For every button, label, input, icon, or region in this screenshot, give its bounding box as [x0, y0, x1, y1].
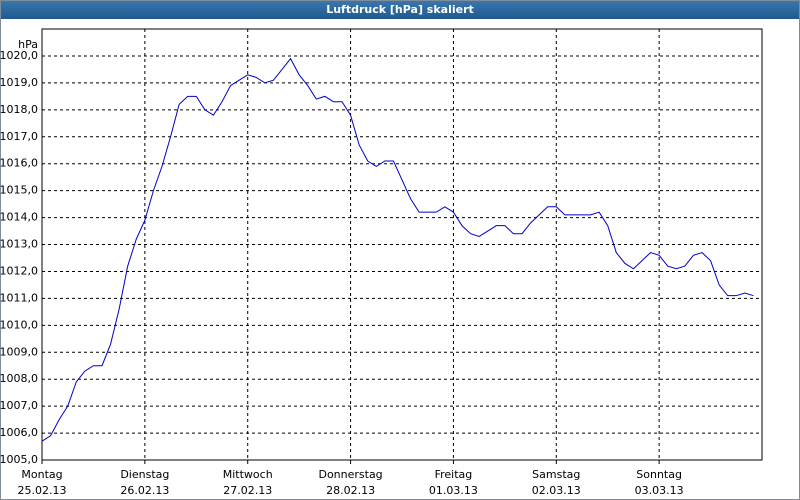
- y-tick-label: 1019,0: [0, 76, 38, 89]
- y-tick-label: 1017,0: [0, 130, 38, 143]
- chart-title: Luftdruck [hPa] skaliert: [326, 3, 474, 16]
- x-tick-label: Sonntag: [636, 468, 682, 481]
- x-tick-sublabel: 26.02.13: [120, 484, 169, 497]
- y-tick-label: 1014,0: [0, 211, 38, 224]
- title-bar: [0, 0, 800, 19]
- x-tick-label: Dienstag: [120, 468, 169, 481]
- x-tick-sublabel: 02.03.13: [532, 484, 581, 497]
- y-tick-label: 1006,0: [0, 426, 38, 439]
- x-tick-label: Freitag: [435, 468, 473, 481]
- x-tick-sublabel: 27.02.13: [223, 484, 272, 497]
- y-tick-label: 1011,0: [0, 291, 38, 304]
- y-tick-label: 1005,0: [0, 453, 38, 466]
- x-tick-label: Samstag: [532, 468, 580, 481]
- pressure-line: [41, 57, 754, 442]
- x-tick-label: Montag: [21, 468, 62, 481]
- plot-frame: [41, 28, 763, 461]
- x-tick-label: Donnerstag: [318, 468, 382, 481]
- y-tick-label: 1010,0: [0, 318, 38, 331]
- y-tick-label: 1007,0: [0, 399, 38, 412]
- y-tick-label: 1015,0: [0, 184, 38, 197]
- y-tick-label: 1016,0: [0, 157, 38, 170]
- y-tick-label: 1008,0: [0, 372, 38, 385]
- x-tick-sublabel: 25.02.13: [18, 484, 67, 497]
- y-tick-label: 1012,0: [0, 264, 38, 277]
- y-tick-label: 1009,0: [0, 345, 38, 358]
- y-tick-label: 1013,0: [0, 238, 38, 251]
- x-tick-sublabel: 03.03.13: [635, 484, 684, 497]
- y-tick-label: 1018,0: [0, 103, 38, 116]
- marks: [41, 57, 754, 442]
- y-axis-label: hPa: [18, 38, 38, 51]
- x-tick-sublabel: 28.02.13: [326, 484, 375, 497]
- x-tick-label: Mittwoch: [223, 468, 273, 481]
- x-tick-sublabel: 01.03.13: [429, 484, 478, 497]
- y-tick-label: 1020,0: [0, 49, 38, 62]
